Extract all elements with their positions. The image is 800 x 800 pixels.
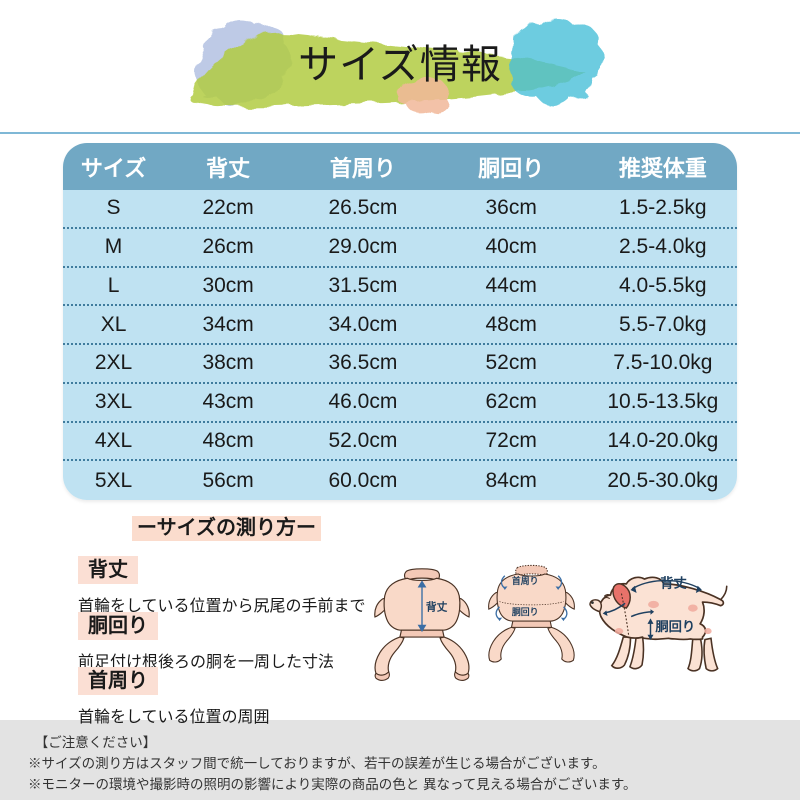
svg-text:胴回り: 胴回り (655, 619, 695, 634)
svg-text:胴回り: 胴回り (512, 607, 539, 617)
svg-text:背丈: 背丈 (660, 575, 687, 591)
svg-text:首周り: 首周り (512, 575, 539, 586)
svg-text:背丈: 背丈 (426, 601, 448, 614)
